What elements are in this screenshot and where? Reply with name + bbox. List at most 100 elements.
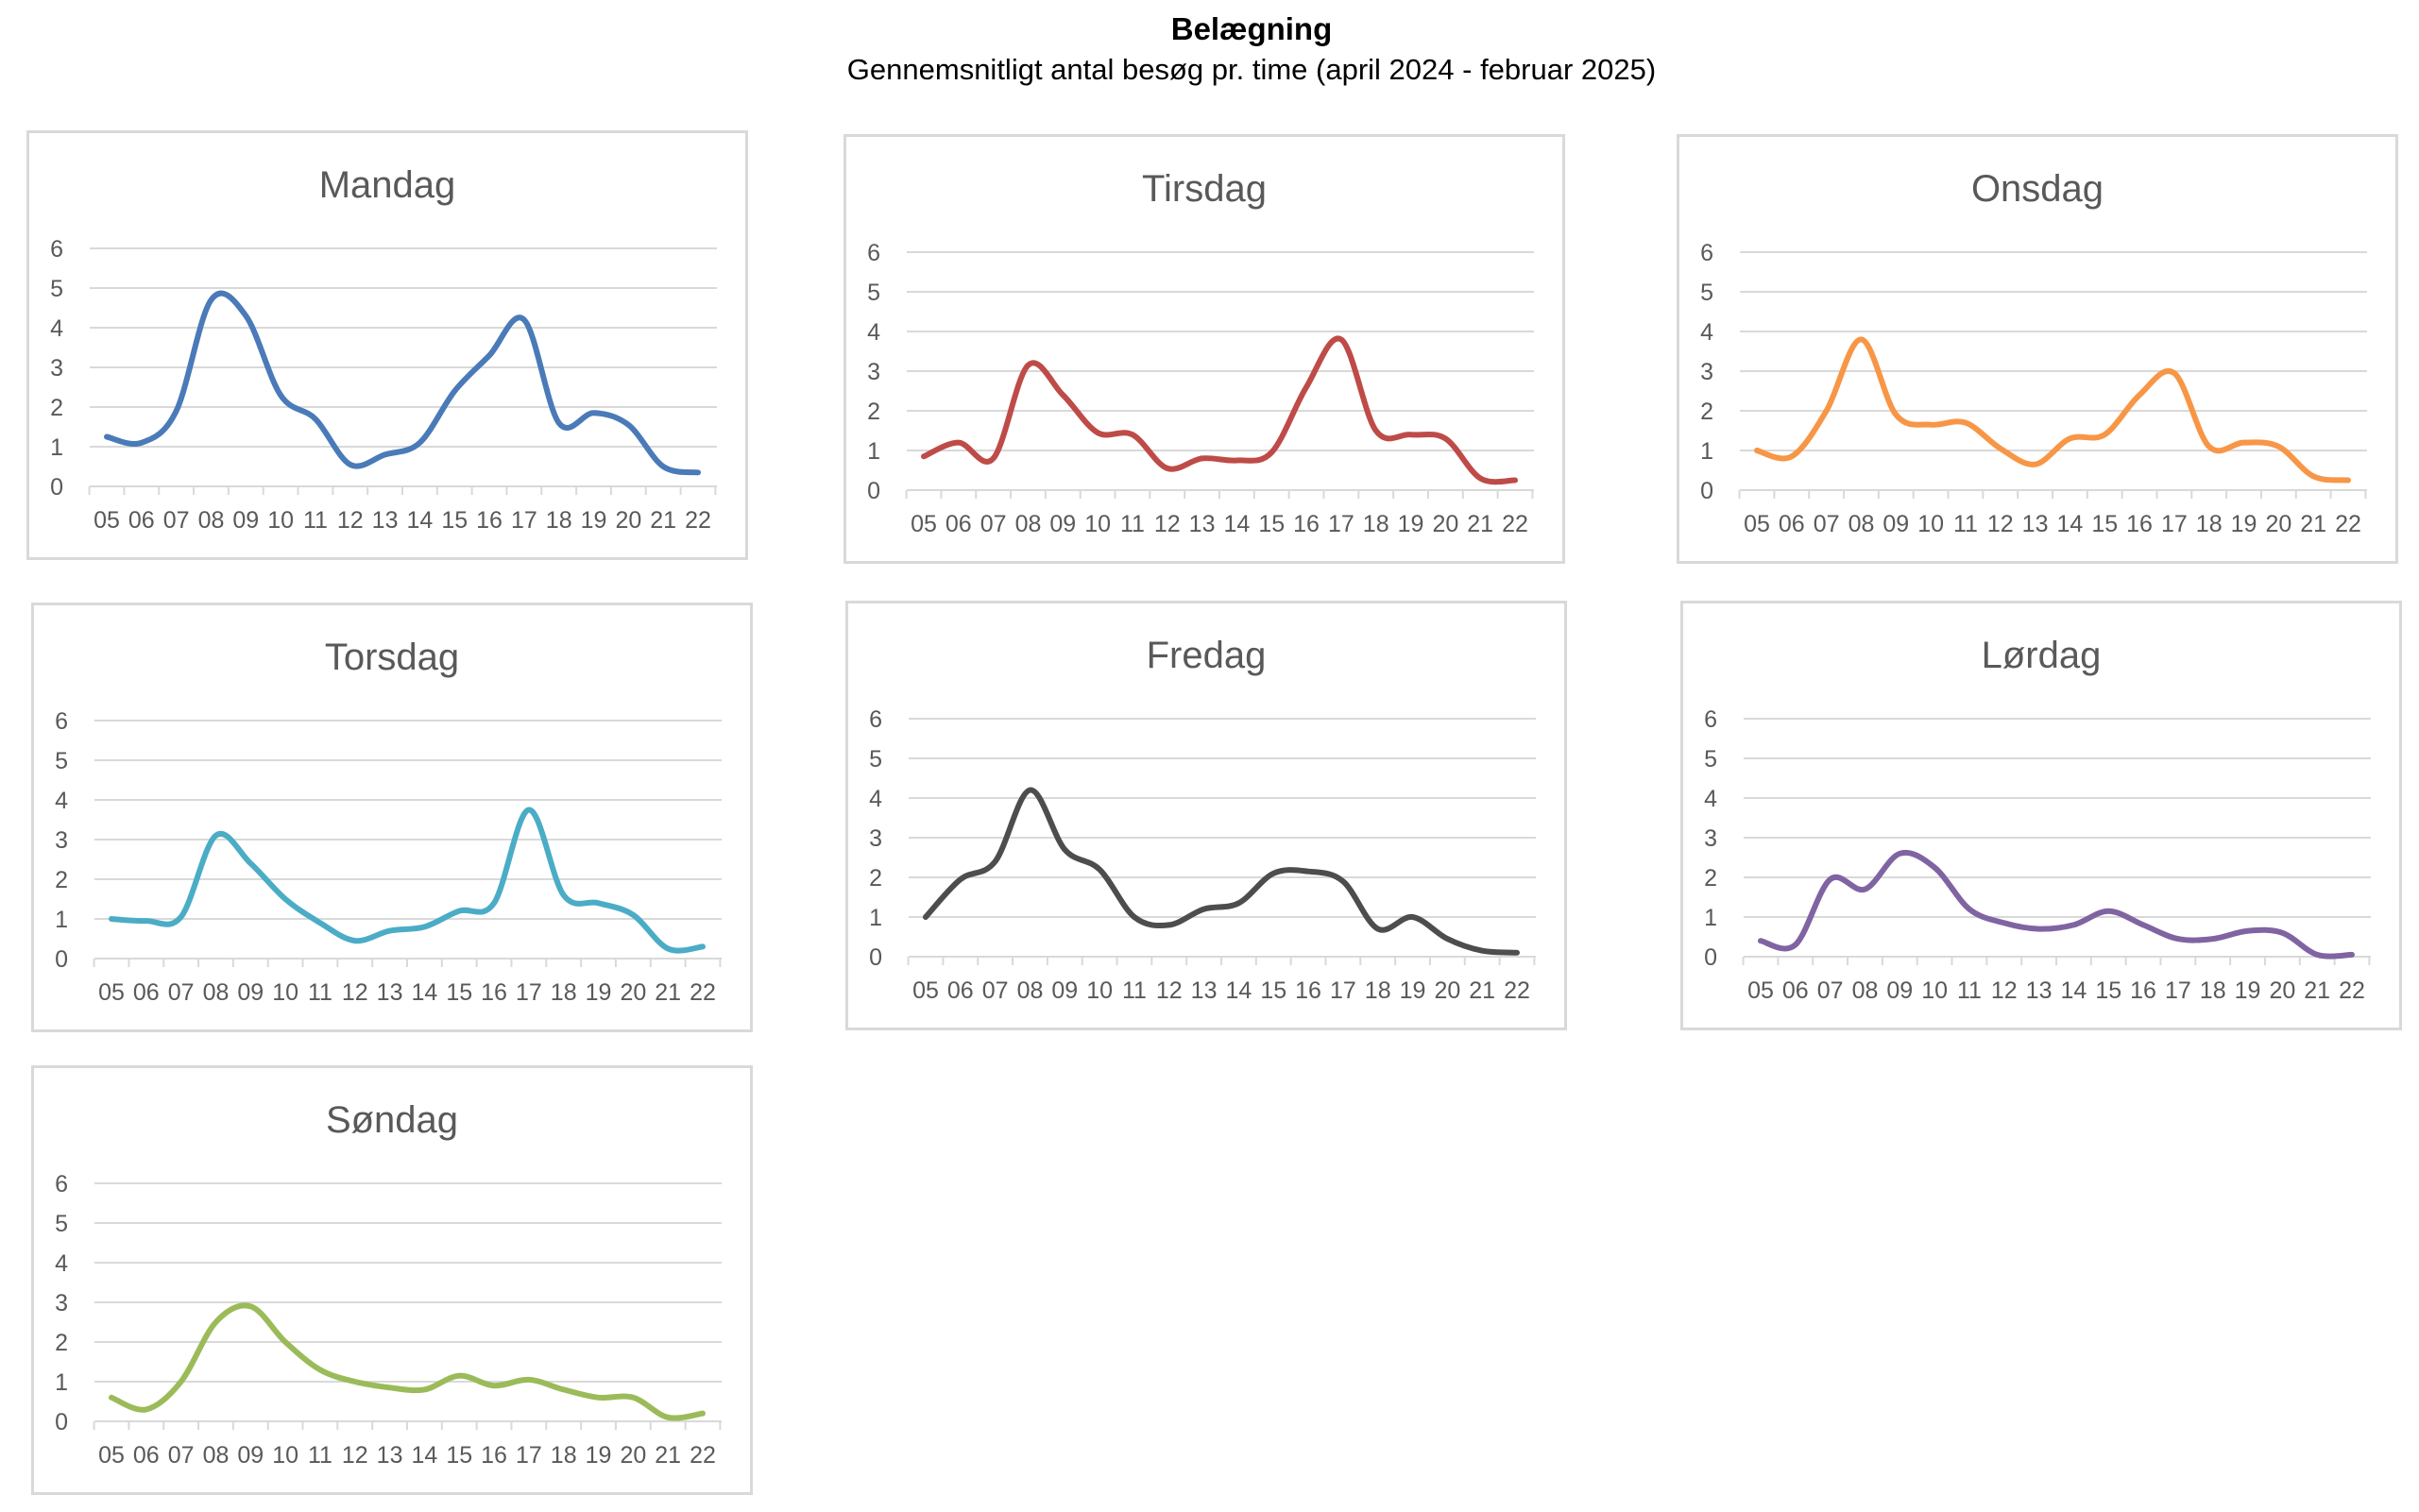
data-point [1479, 948, 1485, 954]
x-tick-label: 13 [377, 1442, 403, 1469]
data-point [591, 410, 597, 416]
x-tick-label: 06 [128, 507, 155, 534]
data-point [1862, 887, 1867, 892]
x-tick-label: 13 [372, 507, 399, 534]
x-tick-label: 12 [1156, 977, 1183, 1004]
x-tick-label: 15 [446, 1442, 472, 1469]
data-point [1477, 475, 1483, 481]
data-point [491, 1383, 497, 1388]
x-tick-label: 15 [441, 507, 468, 534]
x-tick-label: 19 [581, 507, 607, 534]
x-tick-label: 22 [2339, 977, 2365, 1004]
data-point [1758, 938, 1763, 943]
y-tick-label: 3 [55, 1290, 68, 1317]
x-tick-label: 12 [1991, 977, 2018, 1004]
x-tick-label: 11 [1953, 511, 1978, 537]
y-tick-label: 2 [1704, 865, 1717, 892]
y-tick-label: 5 [55, 748, 68, 774]
data-point [561, 1386, 567, 1392]
x-tick-label: 14 [1224, 511, 1251, 537]
chart-title: Søndag [326, 1099, 458, 1141]
x-tick-label: 20 [2269, 977, 2295, 1004]
x-tick-label: 12 [342, 1442, 368, 1469]
x-tick-label: 19 [2231, 511, 2257, 537]
x-tick-label: 07 [168, 1442, 195, 1469]
y-tick-label: 1 [55, 1369, 68, 1396]
x-tick-label: 22 [1504, 977, 1530, 1004]
y-tick-label: 1 [1704, 905, 1717, 931]
data-point [556, 420, 562, 426]
data-point [1132, 914, 1137, 920]
chart-title: Tirsdag [1142, 168, 1267, 210]
y-tick-label: 3 [1700, 359, 1713, 385]
x-tick-label: 08 [1848, 511, 1875, 537]
x-tick-label: 14 [412, 979, 438, 1006]
data-point [1893, 412, 1899, 417]
x-tick-label: 16 [1295, 977, 1321, 1004]
x-tick-label: 16 [2130, 977, 2156, 1004]
data-point [2036, 926, 2042, 932]
y-tick-label: 0 [55, 946, 68, 973]
data-point [313, 416, 318, 422]
y-tick-label: 0 [1700, 478, 1713, 504]
data-point [2175, 936, 2181, 942]
data-point [1165, 466, 1170, 471]
x-tick-label: 19 [2235, 977, 2261, 1004]
x-tick-label: 21 [1469, 977, 1495, 1004]
x-tick-label: 19 [1400, 977, 1426, 1004]
y-tick-label: 4 [55, 788, 68, 814]
data-point [247, 1303, 253, 1309]
series-line [1754, 336, 2351, 484]
x-tick-label: 08 [203, 979, 230, 1006]
data-point [1305, 869, 1311, 875]
data-point [2206, 444, 2212, 450]
y-tick-label: 5 [1704, 746, 1717, 773]
data-point [2314, 952, 2320, 958]
x-tick-label: 13 [1191, 977, 1218, 1004]
x-tick-label: 09 [1886, 977, 1913, 1004]
data-point [1025, 363, 1031, 368]
data-point [1897, 851, 1902, 857]
x-tick-label: 15 [1260, 977, 1286, 1004]
y-tick-label: 6 [50, 236, 63, 263]
data-point [1130, 432, 1135, 437]
data-point [456, 909, 462, 914]
y-tick-label: 0 [50, 474, 63, 501]
data-point [2172, 370, 2177, 376]
data-point [1410, 914, 1416, 920]
chart-panel-fredag: Fredag 0 1 2 3 4 5 6 05 06 07 08 09 10 11 12 13 14 15 16 17 1… [845, 601, 1567, 1030]
x-tick-label: 13 [1189, 511, 1216, 537]
data-point [1095, 430, 1100, 435]
x-tick-label: 11 [1122, 977, 1147, 1004]
data-point [1270, 871, 1276, 876]
y-tick-label: 2 [1700, 399, 1713, 425]
data-point [1512, 478, 1518, 484]
x-tick-label: 22 [2335, 511, 2361, 537]
x-tick-label: 07 [163, 507, 190, 534]
data-point [2105, 909, 2111, 914]
x-tick-label: 15 [1258, 511, 1285, 537]
data-point [1097, 867, 1102, 873]
y-tick-label: 6 [867, 240, 880, 266]
x-tick-label: 10 [1921, 977, 1948, 1004]
x-tick-label: 05 [98, 1442, 125, 1469]
x-tick-label: 06 [1782, 977, 1809, 1004]
x-tick-label: 19 [586, 979, 612, 1006]
x-tick-label: 21 [2304, 977, 2330, 1004]
x-tick-label: 12 [342, 979, 368, 1006]
y-tick-label: 4 [869, 786, 882, 812]
data-point [1167, 922, 1172, 927]
x-tick-label: 05 [1747, 977, 1774, 1004]
data-point [993, 858, 998, 864]
series-line [109, 1302, 706, 1421]
x-tick-label: 20 [615, 507, 641, 534]
x-tick-label: 15 [2095, 977, 2121, 1004]
x-tick-label: 18 [551, 1442, 577, 1469]
y-tick-label: 0 [867, 478, 880, 504]
data-point [1793, 942, 1798, 947]
series-line [921, 335, 1518, 485]
x-tick-label: 08 [1015, 511, 1042, 537]
